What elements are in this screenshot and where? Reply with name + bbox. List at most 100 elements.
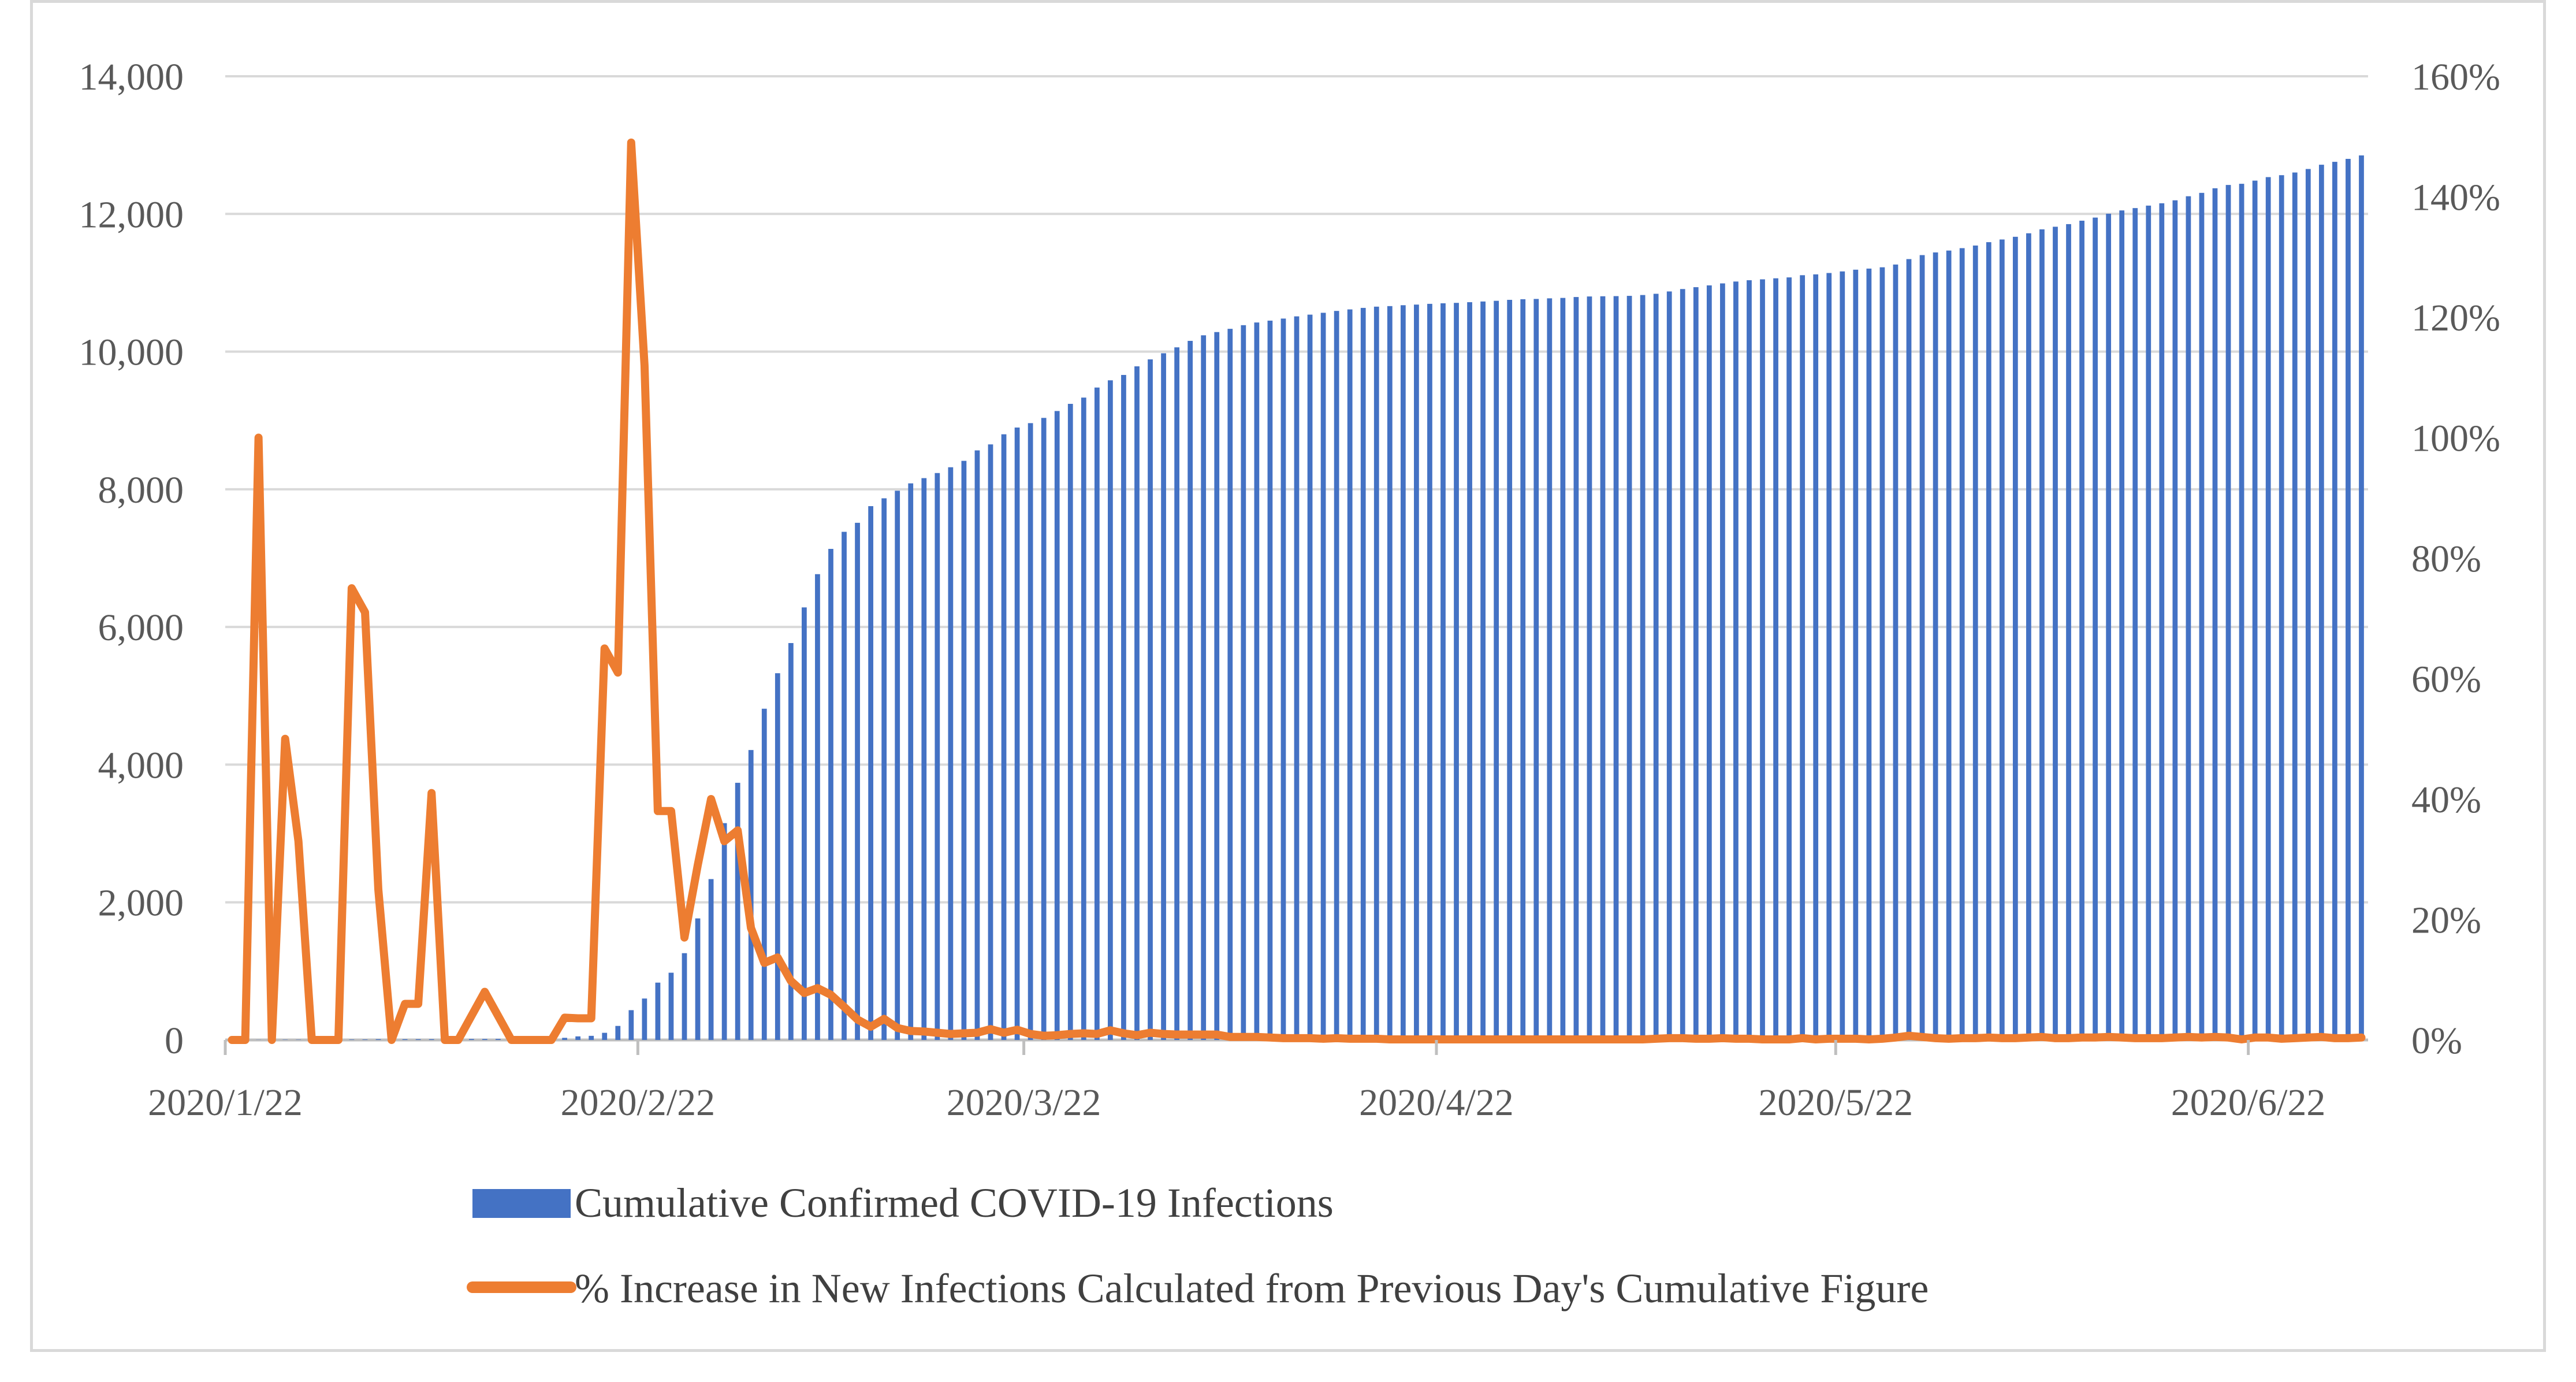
bar	[2305, 169, 2311, 1040]
bar	[1320, 313, 1326, 1040]
legend-label-line: % Increase in New Infections Calculated …	[575, 1265, 1929, 1312]
bar	[1653, 294, 1659, 1040]
bar	[1547, 298, 1553, 1040]
bar	[802, 607, 807, 1040]
bar	[2318, 165, 2324, 1040]
bar	[642, 998, 647, 1040]
bar	[881, 498, 887, 1040]
bar	[562, 1038, 567, 1040]
bar	[1999, 239, 2005, 1041]
bar	[1986, 242, 1991, 1040]
bar	[1520, 299, 1526, 1040]
bar	[2332, 162, 2337, 1040]
line-series-percent-increase	[228, 138, 2366, 1044]
y-right-tick-label: 40%	[2411, 779, 2481, 821]
bar	[1494, 300, 1499, 1040]
y-right-tick-label: 160%	[2411, 56, 2500, 98]
bar	[721, 823, 727, 1040]
bar	[1400, 305, 1406, 1040]
bar	[1054, 411, 1060, 1040]
bar	[748, 750, 754, 1040]
bar	[1680, 289, 1685, 1041]
bar	[1786, 277, 1792, 1040]
bar	[1946, 250, 1952, 1041]
bar	[2239, 184, 2244, 1041]
bar	[628, 1010, 634, 1040]
bar	[1121, 374, 1126, 1040]
bar	[429, 1039, 434, 1040]
bar	[1067, 404, 1073, 1040]
bar	[961, 460, 967, 1040]
bar	[375, 1039, 381, 1040]
legend-swatch-bar	[472, 1189, 571, 1218]
bar	[1826, 273, 1832, 1041]
bar	[2146, 205, 2151, 1041]
bar	[615, 1026, 621, 1040]
bar	[2265, 177, 2271, 1040]
bar	[988, 444, 993, 1040]
y-right-tick-label: 120%	[2411, 297, 2500, 339]
bar	[908, 483, 914, 1040]
bar	[468, 1039, 474, 1040]
bar	[1747, 280, 1752, 1041]
bar	[1028, 423, 1033, 1040]
bar	[1108, 380, 1113, 1040]
bar	[2053, 226, 2058, 1040]
bar	[1706, 285, 1712, 1040]
bar	[1148, 359, 1153, 1040]
y-left-tick-label: 10,000	[79, 332, 184, 374]
bar	[1427, 303, 1432, 1041]
bar	[1467, 302, 1472, 1040]
bar	[868, 506, 873, 1040]
bar	[402, 1039, 408, 1040]
bar	[1201, 335, 1207, 1040]
bar	[935, 473, 940, 1040]
bar	[1533, 299, 1539, 1040]
bar	[1959, 248, 1965, 1040]
x-tick-label: 2020/5/22	[1758, 1082, 1913, 1124]
left-y-axis-ticks: 0 2,000 4,000 6,000 8,000 10,000 12,000 14,000	[79, 56, 184, 1062]
x-tick-label: 2020/2/22	[561, 1082, 716, 1124]
bar	[1879, 267, 1885, 1040]
bar	[708, 879, 714, 1040]
bar	[1188, 340, 1193, 1041]
x-tick-label: 2020/1/22	[148, 1082, 303, 1124]
bar	[2119, 210, 2125, 1040]
bar	[2093, 217, 2098, 1040]
bar	[2279, 175, 2284, 1041]
y-right-tick-label: 20%	[2411, 900, 2481, 942]
bar	[1307, 314, 1313, 1040]
bar	[2079, 220, 2084, 1041]
bar	[948, 467, 954, 1040]
bar	[589, 1035, 594, 1040]
bar	[1893, 264, 1899, 1040]
bar	[668, 972, 674, 1040]
bar	[1227, 329, 1233, 1040]
bar	[842, 532, 847, 1040]
bar	[1440, 303, 1446, 1041]
bar	[1587, 296, 1592, 1041]
bar	[2172, 200, 2178, 1040]
bar	[1813, 274, 1819, 1040]
bar	[1640, 295, 1646, 1040]
bar	[828, 549, 833, 1040]
bar	[1853, 269, 1859, 1040]
y-right-tick-label: 140%	[2411, 177, 2500, 219]
bar	[2199, 192, 2205, 1040]
bar	[1280, 318, 1286, 1041]
bar	[1414, 304, 1419, 1041]
bar	[1666, 291, 1672, 1041]
bar	[1840, 271, 1845, 1040]
bar	[1387, 306, 1393, 1040]
bar	[2292, 172, 2298, 1040]
x-tick-label: 2020/6/22	[2171, 1082, 2326, 1124]
bar	[1507, 299, 1513, 1040]
bar	[1906, 259, 1912, 1041]
bar	[695, 918, 701, 1040]
y-right-tick-label: 80%	[2411, 538, 2481, 580]
bar	[2159, 203, 2165, 1040]
bar	[2346, 158, 2351, 1040]
bar	[1454, 303, 1459, 1040]
bar	[895, 491, 900, 1040]
x-axis-ticks: 2020/1/22 2020/2/22 2020/3/22 2020/4/22 2020…	[148, 1040, 2325, 1124]
